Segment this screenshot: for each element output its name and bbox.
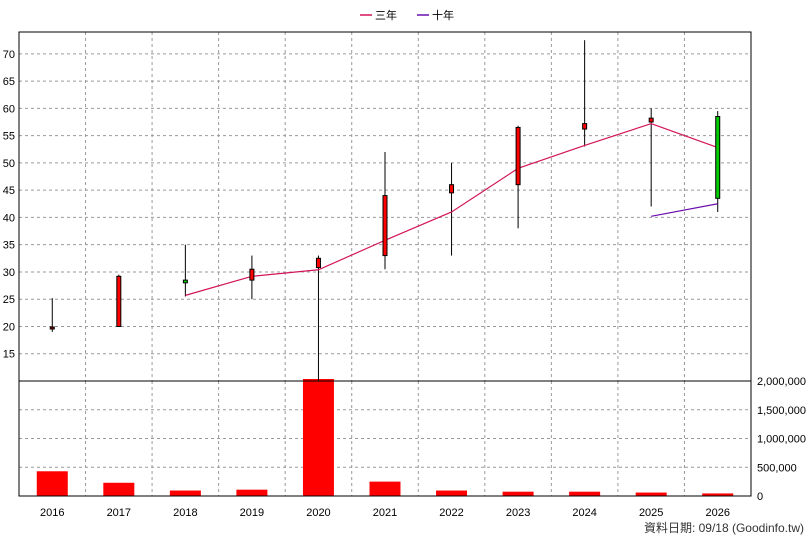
source-label: 資料日期: 09/18 (Goodinfo.tw) — [643, 521, 804, 535]
x-tick-label: 2025 — [639, 507, 663, 519]
volume-bar — [702, 493, 734, 496]
candle-body — [315, 257, 321, 269]
x-tick-label: 2020 — [306, 507, 330, 519]
candle-bodies — [49, 116, 721, 330]
price-tick-label: 55 — [3, 131, 15, 143]
x-tick-label: 2016 — [40, 507, 64, 519]
candle-body — [49, 326, 55, 330]
volume-bar — [169, 490, 201, 496]
price-tick-label: 45 — [3, 185, 15, 197]
volume-bar — [369, 481, 401, 496]
price-tick-label: 70 — [3, 49, 15, 61]
price-tick-label: 30 — [3, 267, 15, 279]
x-tick-label: 2022 — [439, 507, 463, 519]
x-tick-label: 2017 — [107, 507, 131, 519]
series-line — [185, 122, 718, 296]
price-axis-ticks: 15 20 25 30 35 40 45 50 55 60 65 70 — [3, 49, 15, 361]
legend: 三年 十年 — [360, 8, 454, 22]
volume-bar — [236, 489, 268, 496]
volume-bar — [436, 490, 468, 496]
x-tick-label: 2023 — [506, 507, 530, 519]
price-tick-label: 50 — [3, 158, 15, 170]
volume-bar — [569, 491, 601, 496]
candle-body — [515, 126, 521, 186]
volume-tick-label: 1,500,000 — [757, 405, 806, 417]
plot-frames — [18, 31, 752, 497]
candle-body — [182, 279, 188, 284]
moving-average-lines — [185, 122, 718, 296]
price-tick-label: 65 — [3, 76, 15, 88]
price-tick-label: 60 — [3, 103, 15, 115]
volume-grid — [19, 380, 751, 496]
x-tick-label: 2026 — [705, 507, 729, 519]
series-line — [651, 203, 718, 217]
price-tick-label: 15 — [3, 349, 15, 361]
price-tick-label: 40 — [3, 212, 15, 224]
volume-bar — [36, 471, 68, 496]
volume-axis-ticks: 0 500,000 1,000,000 1,500,000 2,000,000 — [757, 376, 806, 503]
x-tick-label: 2021 — [373, 507, 397, 519]
price-tick-label: 25 — [3, 294, 15, 306]
volume-bar — [502, 491, 534, 496]
volume-tick-label: 0 — [757, 491, 763, 503]
candle-body — [249, 268, 255, 281]
x-tick-label: 2024 — [572, 507, 596, 519]
volume-bars — [36, 379, 734, 496]
price-tick-label: 35 — [3, 240, 15, 252]
legend-label: 十年 — [432, 8, 454, 22]
candle-body — [382, 195, 388, 257]
volume-tick-label: 500,000 — [757, 462, 797, 474]
volume-bar — [103, 482, 135, 496]
price-tick-label: 20 — [3, 321, 15, 333]
volume-tick-label: 1,000,000 — [757, 434, 806, 446]
volume-bar — [635, 492, 667, 496]
candle-body — [116, 275, 122, 327]
volume-tick-label: 2,000,000 — [757, 376, 806, 388]
volume-plot-frame — [18, 380, 752, 497]
x-axis-ticks: 2016 2017 2018 2019 2020 2021 2022 2023 2024 2025… — [40, 507, 730, 519]
volume-bar — [302, 379, 334, 496]
x-tick-label: 2019 — [240, 507, 264, 519]
x-tick-label: 2018 — [173, 507, 197, 519]
legend-label: 三年 — [375, 8, 397, 22]
candle-body — [715, 116, 721, 199]
candle-body — [449, 184, 455, 194]
candle-body — [648, 117, 654, 123]
candle-body — [582, 123, 588, 130]
